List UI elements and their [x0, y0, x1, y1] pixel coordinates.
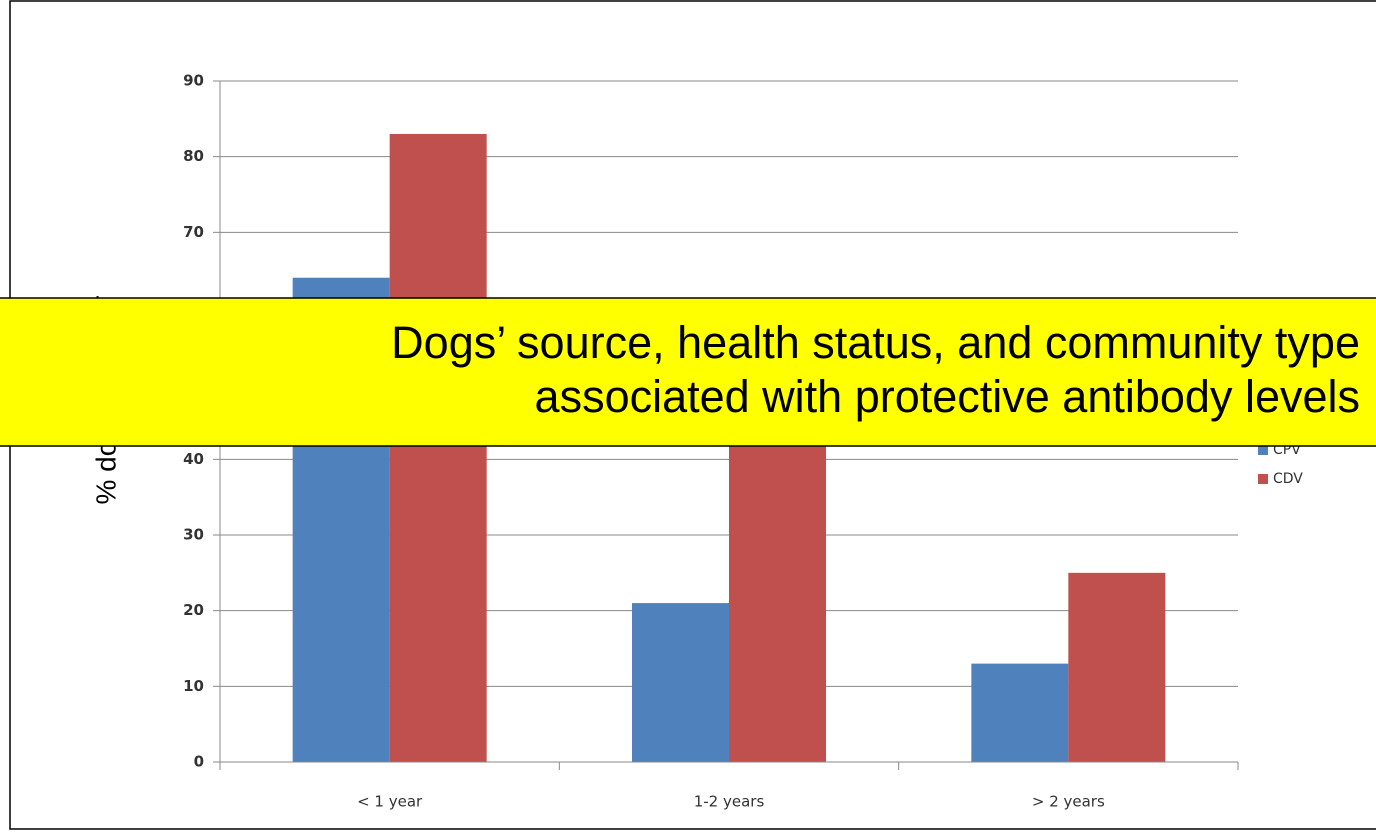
bar	[1068, 572, 1166, 762]
annotation-box	[0, 297, 1376, 447]
annotation-text: associated with protective antibody leve…	[535, 371, 1360, 422]
x-tick-label: > 2 years	[1032, 793, 1105, 811]
annotation-text: Dogs’ source, health status, and communi…	[391, 317, 1360, 368]
bar	[971, 663, 1069, 762]
y-tick-label: 90	[183, 72, 204, 90]
y-tick-label: 10	[183, 677, 204, 695]
legend-swatch	[1258, 474, 1268, 484]
y-tick-label: 80	[183, 147, 204, 165]
legend-swatch	[1258, 445, 1268, 455]
x-tick-label: < 1 year	[357, 793, 423, 811]
y-tick-label: 40	[183, 450, 204, 468]
y-tick-label: 20	[183, 601, 204, 619]
x-tick-label: 1-2 years	[694, 793, 765, 811]
y-tick-label: 70	[183, 223, 204, 241]
y-tick-label: 0	[194, 753, 204, 771]
bar	[632, 603, 729, 762]
legend-label: CDV	[1273, 471, 1303, 487]
y-tick-label: 30	[183, 526, 204, 544]
bar	[389, 133, 487, 762]
